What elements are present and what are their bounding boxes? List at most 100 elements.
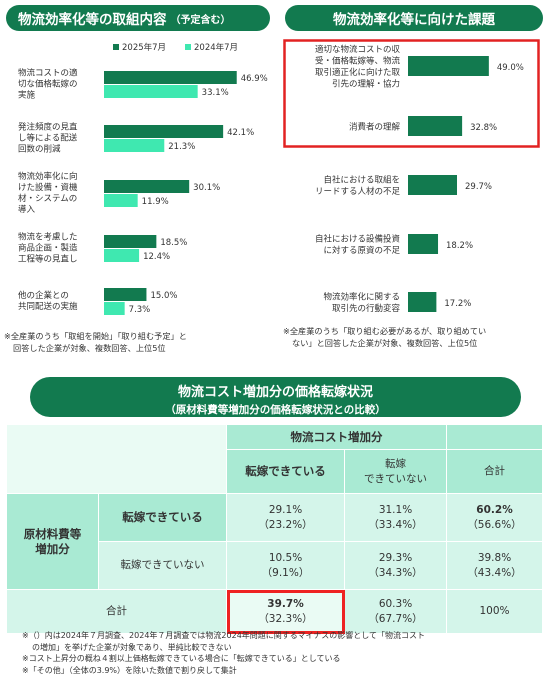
bar-value-label: 21.3%	[168, 142, 195, 152]
footnote-line: ※「その他」（全体の3.9%）を除いた数値で割り戻して集計	[22, 665, 237, 675]
category-label: 材・システムの	[18, 193, 77, 204]
bar-value-label: 17.2%	[444, 299, 471, 309]
left-note-line: ※全産業のうち「取組を開始」「取り組む予定」と	[4, 331, 187, 341]
right-panel-title: 物流効率化等に向けた課題	[285, 5, 543, 31]
cell-value: 100%	[479, 605, 510, 617]
bar-value-label: 7.3%	[129, 305, 151, 315]
table-cell-highlighted: 39.7% （32.3%）	[226, 589, 345, 634]
col-header: 合計	[446, 449, 543, 494]
bar	[104, 71, 237, 84]
category-label: 商品企画・製造	[18, 243, 78, 254]
bar-value-label: 32.8%	[470, 123, 497, 133]
cell-prev-value: （34.3%）	[368, 566, 423, 579]
right-note-line: ※全産業のうち「取り組む必要があるが、取り組めてい	[283, 326, 487, 336]
table-cell: 29.3% （34.3%）	[344, 541, 447, 590]
col-group-header: 物流コスト増加分	[226, 424, 447, 450]
category-label: 発注頻度の見直	[18, 122, 78, 133]
row-header: 合計	[6, 589, 227, 634]
cell-value: 29.3%	[378, 551, 413, 564]
left-panel-title: 物流効率化等の取組内容 （予定含む）	[6, 5, 270, 31]
bar	[104, 139, 165, 152]
left-note: ※全産業のうち「取組を開始」「取り組む予定」と 回答した企業が対象、複数回答、上…	[4, 330, 276, 354]
bar	[104, 288, 147, 301]
bar-value-label: 42.1%	[227, 128, 254, 138]
bar	[104, 235, 157, 248]
cell-value: 39.8%	[477, 551, 512, 564]
category-label: 自社における設備投資	[315, 234, 400, 245]
row-header: 転嫁できている	[98, 493, 227, 542]
bar	[408, 175, 458, 195]
cell-value: 39.7%	[267, 597, 304, 610]
col-group-blank	[446, 424, 543, 450]
left-note-line: 回答した企業が対象、複数回答、上位5位	[13, 343, 166, 353]
cell-prev-value: （67.7%）	[368, 612, 423, 625]
row-header: 転嫁できていない	[98, 541, 227, 590]
cell-prev-value: （33.4%）	[368, 518, 423, 531]
category-label: 物流を考慮した	[18, 232, 78, 243]
category-label: 自社における取組を	[323, 175, 400, 186]
bar	[104, 180, 190, 193]
category-label: 物流効率化に関する	[323, 292, 400, 303]
cell-prev-value: （43.4%）	[467, 566, 522, 579]
table-cell: 10.5% （9.1%）	[226, 541, 345, 590]
category-label: 回数の削減	[18, 144, 61, 155]
category-label: リードする人材の不足	[315, 186, 401, 197]
category-label: 工程等の見直し	[18, 254, 78, 265]
bar-value-label: 30.1%	[193, 183, 220, 193]
cell-value: 60.2%	[476, 503, 513, 516]
cell-value: 31.1%	[378, 503, 413, 516]
highlight-box	[283, 39, 540, 148]
cell-prev-value: （23.2%）	[258, 518, 313, 531]
bar	[408, 234, 439, 254]
bar	[104, 194, 138, 207]
category-label: 受・価格転嫁等、物流	[315, 56, 401, 67]
bar	[408, 116, 463, 136]
table-cell: 60.2% （56.6%）	[446, 493, 543, 542]
legend-label: 2025年7月	[122, 42, 166, 53]
cell-value: 10.5%	[268, 551, 303, 564]
category-label: 取引先の行動変容	[332, 303, 401, 314]
table-banner: 物流コスト増加分の価格転嫁状況 （原材料費等増加分の価格転嫁状況との比較）	[30, 377, 521, 417]
bar-value-label: 18.5%	[160, 238, 187, 248]
bar	[104, 249, 140, 262]
col-header: 転嫁 できていない	[344, 449, 447, 494]
bar-value-label: 29.7%	[465, 182, 492, 192]
footnote-line: の増加」を挙げた企業が対象であり、単純比較できない	[32, 642, 232, 652]
table-cell: 100%	[446, 589, 543, 634]
footnote-line: ※コスト上昇分の概ね４割以上価格転嫁できている場合に「転嫁できている」としている	[22, 654, 341, 663]
cell-prev-value: （32.3%）	[258, 612, 313, 625]
table-cell: 29.1% （23.2%）	[226, 493, 345, 542]
category-label: 取引適正化に向けた取	[315, 67, 401, 78]
bar-value-label: 12.4%	[143, 252, 170, 262]
category-label: 共同配送の実施	[18, 301, 78, 312]
category-label: し等による配送	[18, 133, 78, 144]
right-title-main: 物流効率化等に向けた課題	[333, 12, 495, 28]
bar	[104, 85, 198, 98]
table-cell: 60.3% （67.7%）	[344, 589, 447, 634]
cell-prev-value: （56.6%）	[467, 518, 522, 531]
footnote-line: ※（）内は2024年７月調査、2024年７月調査では物流2024年問題に関するマ…	[22, 631, 426, 640]
row-group-header: 原材料費等 増加分	[6, 493, 99, 590]
bar-value-label: 11.9%	[142, 197, 169, 207]
bar	[408, 292, 437, 312]
table-cell: 31.1% （33.4%）	[344, 493, 447, 542]
category-label: 引先の理解・協力	[332, 79, 400, 90]
bar-value-label: 18.2%	[446, 241, 473, 251]
right-note-line: ない」と回答した企業が対象、複数回答、上位5位	[292, 338, 478, 348]
category-label: 物流コストの適	[18, 68, 78, 79]
bar-value-label: 49.0%	[497, 63, 524, 73]
legend-swatch	[113, 44, 119, 50]
right-note: ※全産業のうち「取り組む必要があるが、取り組めてい ない」と回答した企業が対象、…	[283, 325, 547, 349]
table-corner	[6, 424, 227, 494]
cell-prev-value: （9.1%）	[261, 566, 310, 579]
bar	[104, 302, 125, 315]
category-label: 消費者の理解	[349, 121, 401, 132]
bar	[408, 56, 489, 76]
table-title: 物流コスト増加分の価格転嫁状況	[177, 385, 373, 400]
bar-value-label: 46.9%	[241, 74, 268, 84]
category-label: 切な価格転嫁の	[18, 79, 78, 90]
category-label: 物流効率化に向	[18, 171, 78, 182]
category-label: に対する原資の不足	[323, 245, 400, 256]
col-header: 転嫁できている	[226, 449, 345, 494]
